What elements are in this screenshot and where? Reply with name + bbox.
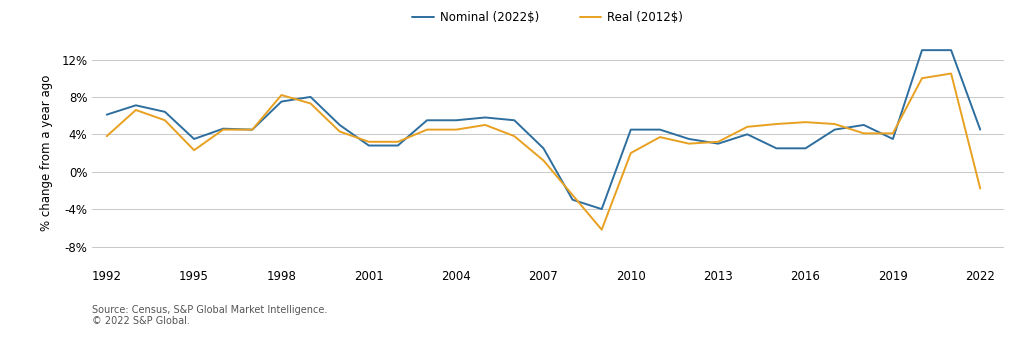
Real (2012$) <box>770 122 782 126</box>
Nominal (2022$) <box>596 207 608 211</box>
Nominal (2022$) <box>770 146 782 150</box>
Real (2012$) <box>275 93 288 97</box>
Real (2012$) <box>596 228 608 232</box>
Text: Source: Census, S&P Global Market Intelligence.
© 2022 S&P Global.: Source: Census, S&P Global Market Intell… <box>92 305 328 326</box>
Line: Nominal (2022$): Nominal (2022$) <box>106 50 980 209</box>
Real (2012$) <box>421 128 433 132</box>
Nominal (2022$) <box>392 143 404 148</box>
Real (2012$) <box>159 118 171 122</box>
Real (2012$) <box>945 71 957 75</box>
Nominal (2022$) <box>712 142 724 146</box>
Real (2012$) <box>625 151 637 155</box>
Nominal (2022$) <box>334 123 346 127</box>
Legend: Nominal (2022$), Real (2012$): Nominal (2022$), Real (2012$) <box>408 6 688 29</box>
Nominal (2022$) <box>217 127 229 131</box>
Y-axis label: % change from a year ago: % change from a year ago <box>40 75 53 231</box>
Real (2012$) <box>538 158 550 163</box>
Real (2012$) <box>887 131 899 135</box>
Real (2012$) <box>362 140 375 144</box>
Real (2012$) <box>828 122 841 126</box>
Nominal (2022$) <box>130 103 142 107</box>
Real (2012$) <box>246 128 258 132</box>
Nominal (2022$) <box>625 128 637 132</box>
Nominal (2022$) <box>858 123 870 127</box>
Real (2012$) <box>304 101 316 105</box>
Nominal (2022$) <box>362 143 375 148</box>
Nominal (2022$) <box>421 118 433 122</box>
Nominal (2022$) <box>100 113 113 117</box>
Real (2012$) <box>858 131 870 135</box>
Real (2012$) <box>130 108 142 112</box>
Nominal (2022$) <box>566 198 579 202</box>
Real (2012$) <box>392 140 404 144</box>
Nominal (2022$) <box>887 137 899 141</box>
Nominal (2022$) <box>974 128 986 132</box>
Real (2012$) <box>712 140 724 144</box>
Real (2012$) <box>915 76 928 80</box>
Nominal (2022$) <box>275 100 288 104</box>
Real (2012$) <box>217 128 229 132</box>
Real (2012$) <box>566 193 579 197</box>
Nominal (2022$) <box>479 116 492 120</box>
Real (2012$) <box>188 148 201 152</box>
Real (2012$) <box>508 134 520 138</box>
Nominal (2022$) <box>915 48 928 52</box>
Real (2012$) <box>974 187 986 191</box>
Real (2012$) <box>479 123 492 127</box>
Nominal (2022$) <box>508 118 520 122</box>
Nominal (2022$) <box>304 95 316 99</box>
Nominal (2022$) <box>188 137 201 141</box>
Real (2012$) <box>100 134 113 138</box>
Nominal (2022$) <box>538 146 550 150</box>
Nominal (2022$) <box>683 137 695 141</box>
Nominal (2022$) <box>159 110 171 114</box>
Real (2012$) <box>334 130 346 134</box>
Line: Real (2012$): Real (2012$) <box>106 73 980 230</box>
Real (2012$) <box>741 125 754 129</box>
Nominal (2022$) <box>741 132 754 136</box>
Nominal (2022$) <box>653 128 666 132</box>
Nominal (2022$) <box>800 146 812 150</box>
Nominal (2022$) <box>246 128 258 132</box>
Real (2012$) <box>450 128 462 132</box>
Real (2012$) <box>653 135 666 139</box>
Nominal (2022$) <box>450 118 462 122</box>
Real (2012$) <box>800 120 812 124</box>
Real (2012$) <box>683 142 695 146</box>
Nominal (2022$) <box>945 48 957 52</box>
Nominal (2022$) <box>828 128 841 132</box>
